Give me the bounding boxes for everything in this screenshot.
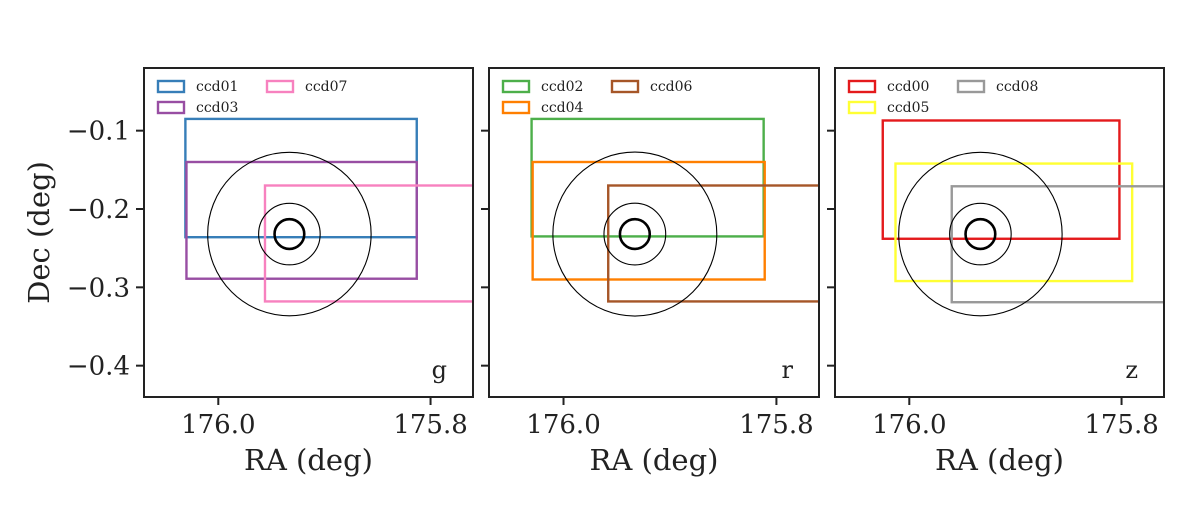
rect-ccd06 <box>607 184 819 303</box>
rect-ccd03 <box>185 160 418 280</box>
legend-swatch <box>956 79 986 94</box>
legend-item-ccd00: ccd00 <box>847 79 929 95</box>
legend-swatch <box>847 100 877 115</box>
legend-label: ccd06 <box>650 79 693 95</box>
legend-label: ccd08 <box>996 79 1038 95</box>
target-circle-1 <box>273 217 306 251</box>
plot-area <box>530 117 819 317</box>
band-label: g <box>432 356 447 384</box>
x-tick-label: 176.0 <box>181 410 255 440</box>
panel-z: 176.0 175.8 RA (deg) z ccd00 ccd05 ccd08 <box>827 67 1165 477</box>
legend-item-ccd02: ccd02 <box>501 79 583 95</box>
rect-ccd08 <box>950 185 1164 304</box>
legend-item-ccd04: ccd04 <box>501 100 584 116</box>
rect-ccd01 <box>184 117 418 239</box>
legend-item-ccd06: ccd06 <box>610 79 693 95</box>
axes-frame <box>488 67 820 398</box>
band-label: r <box>782 356 794 384</box>
y-axis-label: Dec (deg) <box>22 161 56 304</box>
legend: ccd00 ccd05 ccd08 <box>847 79 1038 116</box>
target-circle-2 <box>258 202 321 266</box>
y-tick-label: −0.3 <box>67 273 130 303</box>
axes-frame <box>143 67 474 398</box>
x-axis-label: RA (deg) <box>244 443 373 477</box>
target-circle-1 <box>964 217 997 251</box>
panel-r: 176.0 175.8 RA (deg) r ccd02 ccd04 ccd06 <box>481 67 820 477</box>
target-circle-3 <box>207 151 372 317</box>
y-tick-label: −0.4 <box>67 352 130 382</box>
legend-swatch <box>847 79 877 94</box>
legend-item-ccd01: ccd01 <box>156 79 238 95</box>
legend-swatch <box>610 79 640 94</box>
legend-swatch <box>265 79 295 94</box>
axes-frame <box>834 67 1165 398</box>
legend-label: ccd01 <box>196 79 238 95</box>
panel-g: 176.0 175.8 −0.1 −0.2 −0.3 −0.4 RA (deg) Dec (d… <box>22 67 474 477</box>
rect-ccd02 <box>530 117 765 238</box>
legend-label: ccd02 <box>541 79 583 95</box>
band-label: z <box>1125 356 1138 384</box>
legend: ccd01 ccd03 ccd07 <box>156 79 347 116</box>
plot-area <box>881 119 1164 317</box>
x-tick-label: 176.0 <box>872 410 946 440</box>
target-circle-2 <box>949 202 1012 266</box>
x-tick-label: 175.8 <box>739 410 813 440</box>
legend-item-ccd08: ccd08 <box>956 79 1038 95</box>
legend-item-ccd07: ccd07 <box>265 79 347 95</box>
legend-item-ccd05: ccd05 <box>847 100 929 116</box>
rect-ccd04 <box>531 160 766 281</box>
plot-area <box>184 117 473 317</box>
legend-label: ccd05 <box>887 100 929 116</box>
legend-label: ccd07 <box>305 79 347 95</box>
legend-item-ccd03: ccd03 <box>156 100 238 116</box>
target-circle-3 <box>898 151 1063 317</box>
legend-label: ccd00 <box>887 79 929 95</box>
x-axis-label: RA (deg) <box>935 443 1064 477</box>
rect-ccd00 <box>881 119 1121 240</box>
rect-ccd05 <box>894 162 1134 283</box>
x-tick-label: 176.0 <box>526 410 600 440</box>
legend-swatch <box>156 100 186 115</box>
y-tick-label: −0.1 <box>67 117 130 147</box>
target-circle-3 <box>552 151 718 317</box>
legend-swatch <box>501 100 531 115</box>
legend-label: ccd04 <box>541 100 584 116</box>
target-circle-2 <box>603 202 667 266</box>
y-tick-label: −0.2 <box>67 195 130 225</box>
target-circle-1 <box>618 217 652 251</box>
rect-ccd07 <box>263 184 473 303</box>
legend-swatch <box>501 79 531 94</box>
legend-label: ccd03 <box>196 100 238 116</box>
legend-swatch <box>156 79 186 94</box>
legend: ccd02 ccd04 ccd06 <box>501 79 693 116</box>
x-tick-label: 175.8 <box>1084 410 1158 440</box>
x-tick-label: 175.8 <box>393 410 467 440</box>
x-axis-label: RA (deg) <box>590 443 719 477</box>
